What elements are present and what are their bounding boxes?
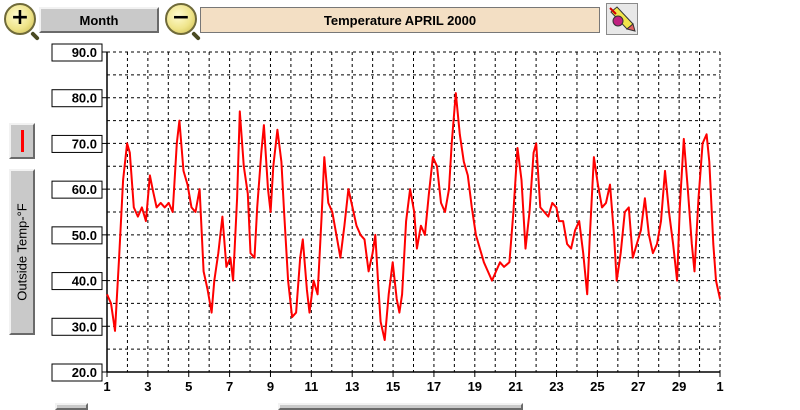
x-tick-label: 7 <box>226 379 233 394</box>
y-tick-label: 50.0 <box>72 228 97 243</box>
magnifier-minus-icon: − <box>171 5 191 30</box>
pencil-eraser-icon <box>609 6 636 32</box>
x-tick-label: 13 <box>345 379 359 394</box>
x-tick-label: 21 <box>508 379 522 394</box>
horizontal-scrollbar[interactable] <box>278 403 523 410</box>
x-tick-label: 15 <box>386 379 400 394</box>
period-select-button[interactable]: Month <box>39 7 159 33</box>
y-tick-label: 60.0 <box>72 182 97 197</box>
y-tick-label: 70.0 <box>72 136 97 151</box>
x-tick-label: 19 <box>468 379 482 394</box>
y-axis-label-button[interactable]: Outside Temp-°F <box>9 169 35 335</box>
chart-title: Temperature APRIL 2000 <box>200 7 600 33</box>
x-tick-label: 11 <box>304 379 318 394</box>
bottom-left-button[interactable] <box>55 403 88 410</box>
edit-tool-button[interactable] <box>606 3 638 35</box>
y-tick-label: 30.0 <box>72 319 97 334</box>
x-tick-label: 3 <box>144 379 151 394</box>
y-tick-label: 40.0 <box>72 274 97 289</box>
x-tick-label: 23 <box>549 379 563 394</box>
x-tick-label: 9 <box>267 379 274 394</box>
x-tick-label: 5 <box>185 379 192 394</box>
y-tick-label: 20.0 <box>72 365 97 380</box>
y-tick-label: 90.0 <box>72 45 97 60</box>
series-color-swatch <box>20 130 24 152</box>
x-tick-label: 1 <box>716 379 723 394</box>
x-tick-label: 17 <box>427 379 441 394</box>
x-tick-label: 25 <box>590 379 604 394</box>
zoom-out-button[interactable]: − <box>165 3 201 41</box>
x-tick-label: 27 <box>631 379 645 394</box>
y-tick-label: 80.0 <box>72 91 97 106</box>
x-tick-label: 29 <box>672 379 686 394</box>
series-color-button[interactable] <box>9 123 35 159</box>
magnifier-plus-icon: + <box>10 5 30 30</box>
series-line-outside-temp <box>106 92 721 341</box>
zoom-in-button[interactable]: + <box>4 3 40 41</box>
x-tick-label: 1 <box>103 379 110 394</box>
